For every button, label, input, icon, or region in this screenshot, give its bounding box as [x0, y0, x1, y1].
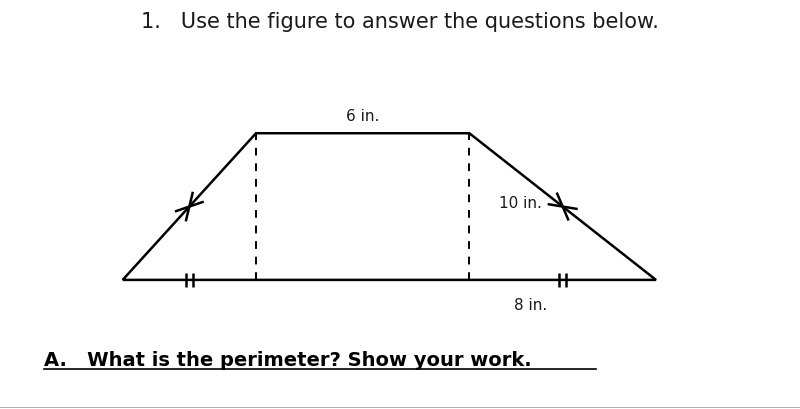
Text: 8 in.: 8 in.: [514, 297, 547, 312]
Text: 1.   Use the figure to answer the questions below.: 1. Use the figure to answer the question…: [141, 12, 659, 32]
Text: 6 in.: 6 in.: [346, 108, 379, 123]
Text: 10 in.: 10 in.: [498, 196, 542, 211]
Text: A.   What is the perimeter? Show your work.: A. What is the perimeter? Show your work…: [44, 350, 532, 369]
